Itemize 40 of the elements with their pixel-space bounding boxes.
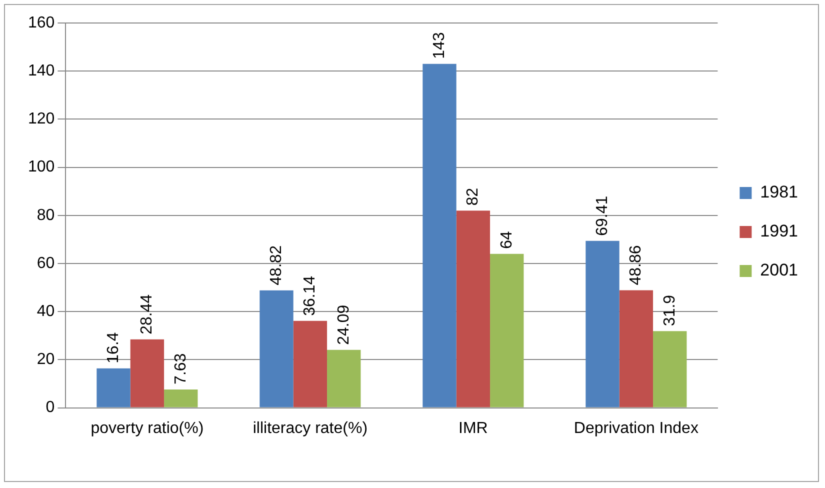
bar: [327, 350, 361, 408]
x-tick-label: Deprivation Index: [574, 420, 698, 437]
legend-label: 2001: [760, 260, 798, 280]
bar: [164, 389, 198, 408]
y-tick-label: 100: [28, 158, 55, 176]
y-tick-label: 80: [36, 206, 55, 224]
x-tick-label: IMR: [458, 420, 488, 437]
data-label: 31.9: [661, 294, 678, 326]
data-label: 24.09: [335, 304, 352, 345]
bar: [260, 290, 294, 408]
bar: [293, 320, 328, 408]
legend-label: 1981: [760, 182, 798, 202]
data-label: 64: [498, 230, 516, 249]
data-label: 48.86: [628, 245, 645, 286]
x-tick-label: poverty ratio(%): [90, 420, 204, 437]
y-tick-label: 120: [28, 110, 55, 128]
y-tick-label: 140: [28, 62, 55, 80]
legend-label: 1991: [760, 222, 798, 241]
bar: [619, 290, 654, 408]
bar: [456, 210, 490, 408]
data-label: 16.4: [104, 332, 122, 364]
data-label: 28.44: [138, 294, 156, 334]
data-label: 48.82: [268, 245, 285, 286]
bar: [96, 368, 130, 408]
data-label: 36.14: [302, 276, 319, 316]
bar: [653, 331, 687, 408]
y-tick-label: 0: [46, 399, 55, 416]
y-tick-label: 20: [36, 351, 55, 368]
bar: [130, 339, 164, 408]
bar: [586, 240, 620, 408]
data-label: 82: [464, 188, 482, 206]
data-label: 7.63: [172, 353, 190, 384]
bar: [422, 64, 456, 408]
bar: [490, 254, 524, 408]
data-label: 143: [430, 32, 448, 59]
y-tick-label: 60: [36, 254, 55, 272]
y-tick-label: 40: [36, 303, 55, 320]
x-tick-label: illiteracy rate(%): [252, 420, 368, 437]
data-label: 69.41: [594, 196, 611, 236]
y-tick-label: 160: [28, 14, 55, 32]
